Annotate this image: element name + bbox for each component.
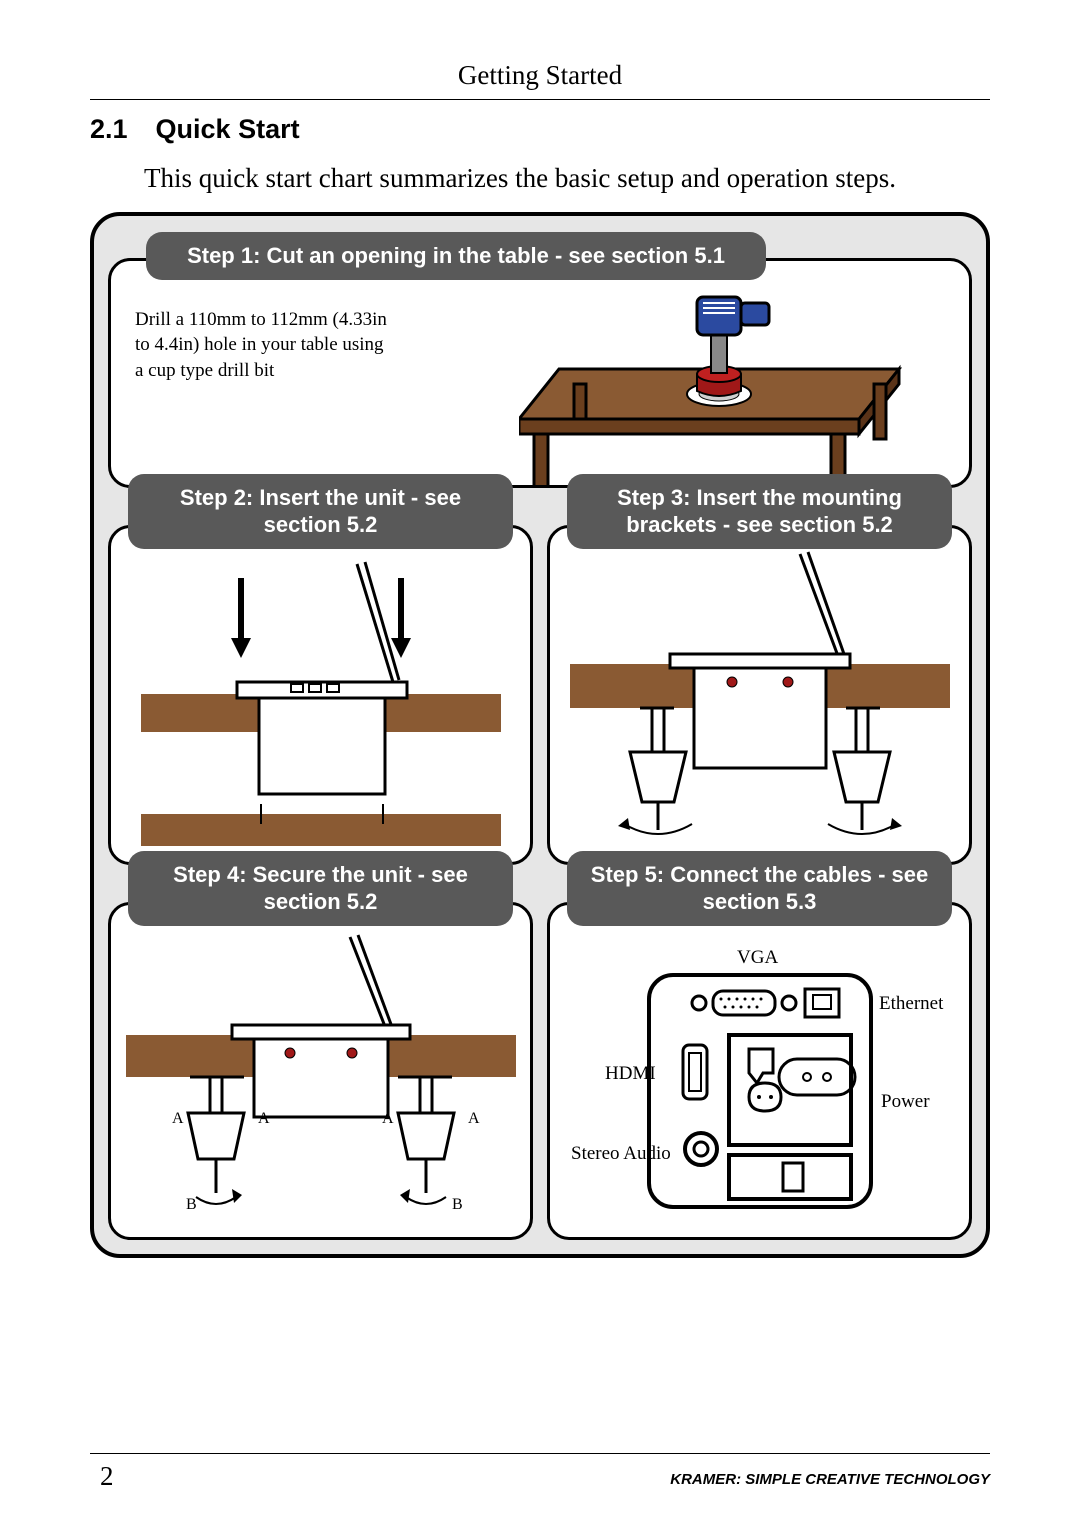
step1-label: Step 1: Cut an opening in the table - se… [146, 232, 766, 280]
table-drill-illustration [519, 279, 939, 488]
insert-unit-illustration [141, 534, 501, 864]
header-rule [90, 99, 990, 100]
step4-panel: A A B A A B [108, 902, 533, 1240]
vga-label: VGA [737, 947, 778, 968]
step5: Step 5: Connect the cables - see section… [547, 851, 972, 1240]
row-steps-4-5: Step 4: Secure the unit - see section 5.… [108, 851, 972, 1240]
svg-text:A: A [172, 1110, 184, 1127]
step4-label: Step 4: Secure the unit - see section 5.… [128, 851, 513, 926]
quickstart-chart: Step 1: Cut an opening in the table - se… [90, 212, 990, 1258]
step3-label: Step 3: Insert the mounting brackets - s… [567, 474, 952, 549]
step1-body-text: Drill a 110mm to 112mm (4.33in to 4.4in)… [135, 307, 395, 384]
step3-panel [547, 525, 972, 865]
svg-text:A: A [258, 1110, 270, 1127]
svg-text:B: B [452, 1196, 463, 1213]
power-label: Power [881, 1091, 930, 1112]
svg-text:B: B [186, 1196, 197, 1213]
row-steps-2-3: Step 2: Insert the unit - see section 5.… [108, 474, 972, 865]
footer-brand: KRAMER: SIMPLE CREATIVE TECHNOLOGY [670, 1471, 990, 1488]
step2-panel [108, 525, 533, 865]
svg-text:A: A [382, 1110, 394, 1127]
step1: Step 1: Cut an opening in the table - se… [108, 232, 972, 488]
svg-text:A: A [468, 1110, 480, 1127]
hdmi-label: HDMI [605, 1063, 656, 1084]
page-header-title: Getting Started [90, 60, 990, 91]
section-heading: 2.1 Quick Start [90, 114, 990, 145]
ethernet-label: Ethernet [879, 993, 944, 1014]
section-title: Quick Start [156, 114, 300, 144]
step1-panel: Drill a 110mm to 112mm (4.33in to 4.4in)… [108, 258, 972, 488]
step5-label: Step 5: Connect the cables - see section… [567, 851, 952, 926]
step4: Step 4: Secure the unit - see section 5.… [108, 851, 533, 1240]
section-intro: This quick start chart summarizes the ba… [144, 163, 990, 194]
connector-panel-illustration: VGA Ethernet HDMI [565, 911, 955, 1237]
step3: Step 3: Insert the mounting brackets - s… [547, 474, 972, 865]
step5-panel: VGA Ethernet HDMI [547, 902, 972, 1240]
page-number: 2 [100, 1461, 114, 1492]
footer-rule [90, 1453, 990, 1454]
section-number: 2.1 [90, 114, 128, 145]
step2-label: Step 2: Insert the unit - see section 5.… [128, 474, 513, 549]
mounting-bracket-illustration [570, 534, 950, 864]
secure-unit-illustration: A A B A A B [126, 911, 516, 1237]
audio-label: Stereo Audio [571, 1143, 671, 1164]
step2: Step 2: Insert the unit - see section 5.… [108, 474, 533, 865]
